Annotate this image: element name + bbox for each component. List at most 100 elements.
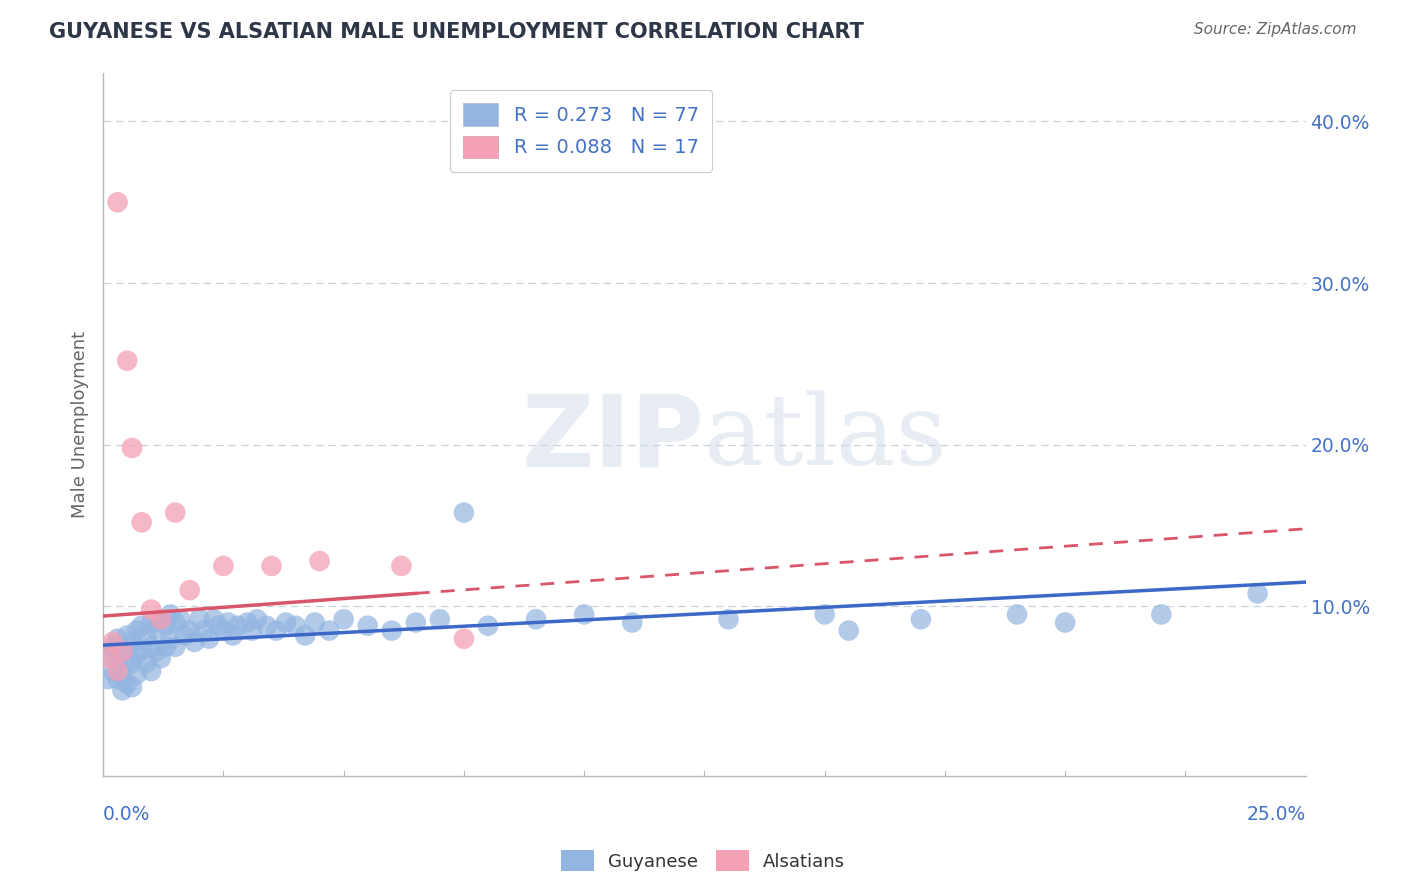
Point	[107, 664, 129, 678]
Point	[97, 651, 120, 665]
Point	[159, 607, 181, 622]
Point	[101, 640, 124, 654]
Point	[304, 615, 326, 630]
Point	[1054, 615, 1077, 630]
Point	[165, 615, 187, 630]
Point	[1005, 607, 1028, 622]
Point	[165, 506, 187, 520]
Point	[121, 656, 143, 670]
Point	[107, 632, 129, 646]
Text: Source: ZipAtlas.com: Source: ZipAtlas.com	[1194, 22, 1357, 37]
Point	[274, 615, 297, 630]
Point	[149, 612, 172, 626]
Point	[115, 628, 138, 642]
Point	[294, 628, 316, 642]
Point	[260, 558, 283, 573]
Point	[193, 624, 215, 638]
Point	[115, 651, 138, 665]
Point	[212, 558, 235, 573]
Point	[524, 612, 547, 626]
Point	[318, 624, 340, 638]
Point	[131, 516, 153, 530]
Point	[429, 612, 451, 626]
Point	[141, 664, 163, 678]
Point	[101, 664, 124, 678]
Point	[202, 612, 225, 626]
Point	[910, 612, 932, 626]
Point	[207, 619, 229, 633]
Point	[141, 640, 163, 654]
Point	[111, 683, 134, 698]
Point	[226, 619, 249, 633]
Point	[115, 677, 138, 691]
Point	[453, 506, 475, 520]
Point	[838, 624, 860, 638]
Point	[155, 640, 177, 654]
Point	[183, 635, 205, 649]
Point	[135, 628, 157, 642]
Point	[169, 612, 191, 626]
Point	[308, 554, 330, 568]
Point	[159, 632, 181, 646]
Point	[621, 615, 644, 630]
Point	[125, 667, 148, 681]
Point	[149, 651, 172, 665]
Point	[115, 353, 138, 368]
Text: 25.0%: 25.0%	[1247, 805, 1306, 824]
Point	[814, 607, 837, 622]
Y-axis label: Male Unemployment: Male Unemployment	[72, 331, 89, 518]
Point	[149, 612, 172, 626]
Point	[572, 607, 595, 622]
Point	[121, 680, 143, 694]
Point	[107, 195, 129, 210]
Point	[101, 635, 124, 649]
Point	[212, 624, 235, 638]
Point	[1246, 586, 1268, 600]
Text: ZIP: ZIP	[522, 390, 704, 487]
Point	[141, 602, 163, 616]
Point	[97, 672, 120, 686]
Point	[256, 619, 278, 633]
Point	[125, 648, 148, 662]
Point	[357, 619, 380, 633]
Point	[381, 624, 404, 638]
Point	[284, 619, 307, 633]
Point	[165, 640, 187, 654]
Point	[131, 619, 153, 633]
Point	[389, 558, 412, 573]
Legend: R = 0.273   N = 77, R = 0.088   N = 17: R = 0.273 N = 77, R = 0.088 N = 17	[450, 90, 713, 171]
Legend: Guyanese, Alsatians: Guyanese, Alsatians	[554, 843, 852, 879]
Point	[111, 667, 134, 681]
Point	[135, 656, 157, 670]
Point	[131, 643, 153, 657]
Point	[97, 648, 120, 662]
Point	[453, 632, 475, 646]
Point	[240, 624, 263, 638]
Point	[107, 672, 129, 686]
Point	[174, 628, 197, 642]
Point	[477, 619, 499, 633]
Text: GUYANESE VS ALSATIAN MALE UNEMPLOYMENT CORRELATION CHART: GUYANESE VS ALSATIAN MALE UNEMPLOYMENT C…	[49, 22, 865, 42]
Point	[236, 615, 259, 630]
Point	[1150, 607, 1173, 622]
Point	[188, 612, 211, 626]
Point	[179, 624, 201, 638]
Point	[145, 644, 167, 658]
Point	[121, 441, 143, 455]
Point	[217, 615, 239, 630]
Point	[107, 656, 129, 670]
Point	[141, 615, 163, 630]
Point	[266, 624, 288, 638]
Point	[179, 583, 201, 598]
Text: atlas: atlas	[704, 391, 948, 486]
Point	[121, 635, 143, 649]
Text: 0.0%: 0.0%	[103, 805, 150, 824]
Point	[222, 628, 245, 642]
Point	[125, 624, 148, 638]
Point	[155, 619, 177, 633]
Point	[145, 622, 167, 636]
Point	[111, 644, 134, 658]
Point	[198, 632, 221, 646]
Point	[111, 644, 134, 658]
Point	[717, 612, 740, 626]
